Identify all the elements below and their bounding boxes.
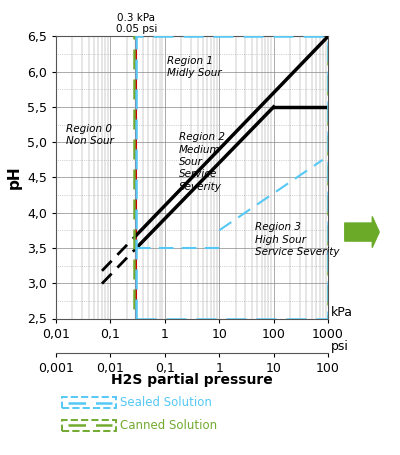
Y-axis label: pH: pH bbox=[6, 166, 22, 189]
Text: H2S partial pressure: H2S partial pressure bbox=[111, 373, 273, 387]
Text: 0.3 kPa
0.05 psi: 0.3 kPa 0.05 psi bbox=[116, 13, 157, 34]
Text: Region 2
Medium
Sour
Service
Severity: Region 2 Medium Sour Service Severity bbox=[179, 132, 225, 192]
Text: Canned Solution: Canned Solution bbox=[120, 419, 217, 432]
Text: Region 3
High Sour
Service Severity: Region 3 High Sour Service Severity bbox=[255, 222, 339, 257]
Text: Region 1
Midly Sour: Region 1 Midly Sour bbox=[167, 56, 222, 78]
Text: kPa: kPa bbox=[331, 305, 353, 318]
Text: psi: psi bbox=[331, 339, 348, 353]
Text: Region 0
Non Sour: Region 0 Non Sour bbox=[66, 124, 114, 147]
Text: Sealed Solution: Sealed Solution bbox=[120, 396, 212, 409]
